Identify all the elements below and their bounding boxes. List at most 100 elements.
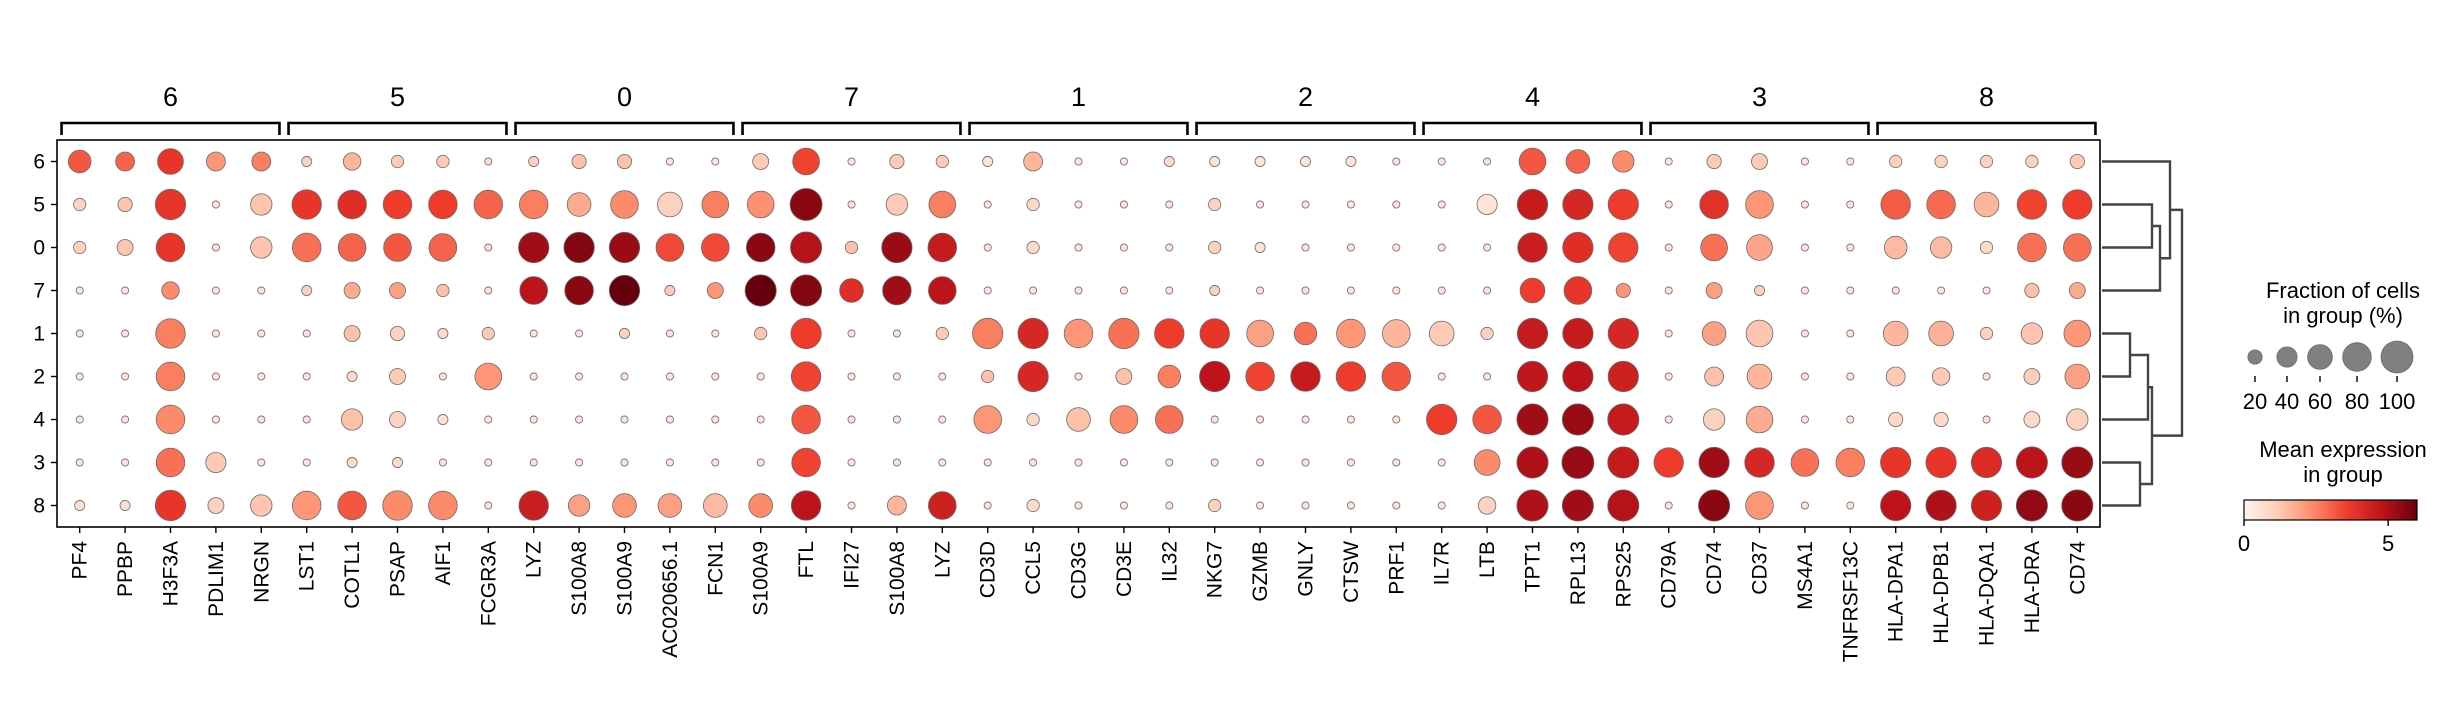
dot bbox=[1929, 236, 1953, 259]
gene-label: TPT1 bbox=[1522, 541, 1545, 592]
colorbar-tick-label: 0 bbox=[2238, 531, 2250, 556]
gene-label: NKG7 bbox=[1204, 541, 1227, 598]
dot bbox=[1846, 243, 1855, 252]
dot bbox=[1154, 318, 1185, 349]
dot bbox=[528, 156, 540, 167]
dot bbox=[885, 193, 909, 216]
dendrogram-branch bbox=[2152, 208, 2184, 437]
dot bbox=[2023, 368, 2041, 385]
gene-label: PF4 bbox=[69, 541, 92, 580]
dot bbox=[337, 490, 367, 521]
dot bbox=[302, 372, 311, 381]
dot bbox=[428, 490, 458, 521]
gene-label: GNLY bbox=[1295, 541, 1318, 597]
dot bbox=[1119, 200, 1128, 209]
dot bbox=[484, 415, 493, 424]
dot bbox=[1392, 501, 1401, 510]
dot bbox=[117, 196, 133, 213]
dot bbox=[1800, 501, 1809, 510]
dot bbox=[1346, 415, 1355, 424]
dot bbox=[155, 361, 186, 392]
dot bbox=[484, 458, 493, 467]
gene-label: CD3E bbox=[1113, 541, 1136, 597]
dot bbox=[211, 286, 220, 295]
gene-label: RPS25 bbox=[1612, 541, 1635, 608]
dot bbox=[1074, 200, 1083, 209]
dot bbox=[1199, 318, 1230, 349]
gene-label: RPL13 bbox=[1567, 541, 1590, 605]
dot bbox=[291, 490, 322, 521]
dot bbox=[1562, 188, 1594, 221]
dot bbox=[291, 232, 322, 263]
gene-tick-labels: PF4 PPBP H3F3A PDLIM1 NRGN LST1 COTL1 PSAP AIF1 F… bbox=[69, 527, 2089, 662]
dot bbox=[2015, 489, 2048, 522]
row-label: 4 bbox=[33, 409, 45, 432]
dot bbox=[1017, 317, 1049, 350]
dot bbox=[155, 318, 186, 349]
dot bbox=[1392, 200, 1401, 209]
dot bbox=[1846, 286, 1855, 295]
dot bbox=[1664, 200, 1673, 209]
dot bbox=[564, 275, 594, 306]
dot bbox=[566, 192, 592, 217]
dot bbox=[1800, 157, 1809, 166]
dot bbox=[1846, 372, 1855, 381]
dot bbox=[1607, 360, 1639, 393]
size-legend-dot bbox=[2342, 342, 2372, 372]
dot bbox=[436, 154, 450, 169]
dot bbox=[484, 286, 493, 295]
dot bbox=[752, 153, 770, 170]
dot bbox=[1165, 501, 1174, 510]
dot bbox=[436, 283, 450, 298]
gene-label: IL7R bbox=[1431, 541, 1454, 585]
dot bbox=[1891, 286, 1900, 295]
group-bracket bbox=[287, 121, 508, 135]
dot bbox=[1254, 242, 1266, 253]
dot bbox=[383, 233, 412, 262]
size-legend-label: 40 bbox=[2275, 389, 2299, 414]
dot bbox=[608, 274, 641, 307]
group-bracket bbox=[514, 121, 735, 135]
dot bbox=[1745, 491, 1774, 520]
gene-label: PPBP bbox=[114, 541, 137, 597]
dot bbox=[1346, 501, 1355, 510]
dot bbox=[746, 190, 775, 219]
dot bbox=[389, 325, 406, 342]
dot bbox=[1562, 360, 1594, 393]
dot bbox=[1561, 489, 1594, 522]
dot bbox=[473, 189, 504, 220]
dot bbox=[1926, 189, 1956, 220]
dot bbox=[665, 372, 674, 381]
dot bbox=[1392, 157, 1401, 166]
dot bbox=[1026, 412, 1040, 427]
dot bbox=[257, 329, 266, 338]
dot bbox=[1199, 360, 1231, 393]
row-label: 0 bbox=[33, 237, 45, 260]
dot bbox=[257, 458, 266, 467]
dot bbox=[847, 501, 856, 510]
dot bbox=[484, 157, 493, 166]
dot bbox=[301, 156, 313, 167]
dot bbox=[1931, 367, 1951, 386]
dot bbox=[518, 189, 549, 220]
gene-label: FTL bbox=[795, 541, 818, 578]
dot bbox=[575, 372, 584, 381]
gene-label: CD74 bbox=[2066, 541, 2089, 595]
group-label: 2 bbox=[1298, 82, 1313, 112]
dot bbox=[1256, 501, 1265, 510]
group-label: 5 bbox=[390, 82, 405, 112]
gene-label: AC020656.1 bbox=[659, 541, 682, 658]
gene-label: S100A9 bbox=[750, 541, 773, 616]
dot bbox=[1607, 317, 1639, 350]
dot bbox=[575, 415, 584, 424]
dot bbox=[1979, 240, 1994, 255]
dot bbox=[1074, 372, 1083, 381]
dot bbox=[1800, 286, 1809, 295]
dot bbox=[529, 372, 538, 381]
dot bbox=[1705, 282, 1723, 299]
dot bbox=[529, 329, 538, 338]
row-tick-labels: 6 5 0 7 1 2 4 3 8 bbox=[33, 151, 57, 518]
dot bbox=[428, 233, 458, 262]
